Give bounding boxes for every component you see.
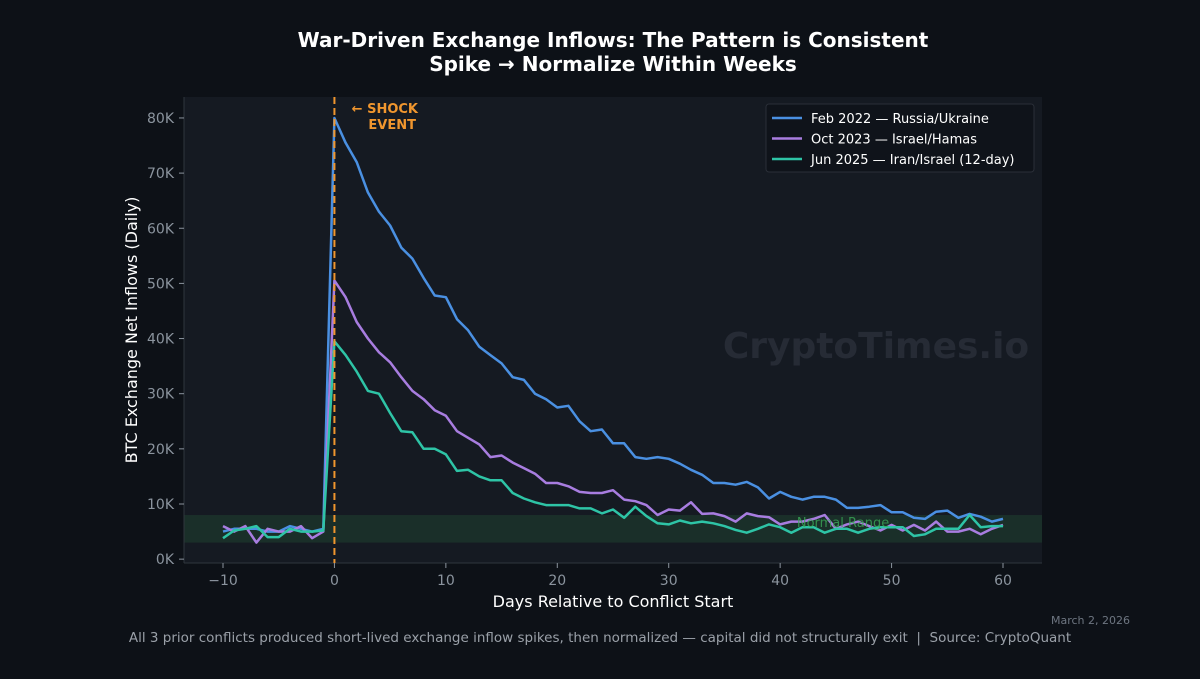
x-tick-label: 10 (437, 573, 455, 589)
footer-note: All 3 prior conflicts produced short-liv… (129, 630, 1071, 646)
y-tick-label: 40K (147, 332, 175, 348)
y-tick-label: 0K (156, 552, 175, 568)
x-tick-label: 60 (994, 573, 1012, 589)
shock-event-label: ← SHOCK (352, 102, 419, 117)
x-tick-label: −10 (208, 573, 238, 589)
y-tick-label: 10K (147, 497, 175, 513)
y-tick-label: 60K (147, 221, 175, 237)
shock-event-label-2: EVENT (368, 118, 416, 133)
x-tick-label: 20 (548, 573, 566, 589)
legend-label: Jun 2025 — Iran/Israel (12-day) (810, 153, 1015, 168)
series-line-0 (222, 116, 1004, 533)
y-tick-label: 80K (147, 111, 175, 127)
y-tick-label: 50K (147, 276, 175, 292)
y-tick-label: 70K (147, 166, 175, 182)
normal-range-label: Normal Range (797, 516, 889, 531)
legend-label: Feb 2022 — Russia/Ukraine (811, 112, 989, 127)
x-tick-label: 40 (771, 573, 789, 589)
y-axis-label: BTC Exchange Net Inflows (Daily) (122, 197, 141, 464)
y-tick-label: 20K (147, 442, 175, 458)
x-axis-label: Days Relative to Conflict Start (493, 592, 734, 611)
chart-title: War-Driven Exchange Inflows: The Pattern… (298, 28, 929, 52)
date-label: March 2, 2026 (1051, 614, 1130, 627)
watermark: CryptoTimes.io (723, 326, 1029, 367)
legend (765, 103, 1035, 173)
x-tick-label: 50 (883, 573, 901, 589)
series-line-2 (222, 340, 1003, 540)
x-tick-label: 0 (330, 573, 339, 589)
legend-label: Oct 2023 — Israel/Hamas (811, 133, 977, 148)
x-tick-label: 30 (660, 573, 678, 589)
y-tick-label: 30K (147, 387, 175, 403)
chart-subtitle: Spike → Normalize Within Weeks (429, 52, 797, 76)
